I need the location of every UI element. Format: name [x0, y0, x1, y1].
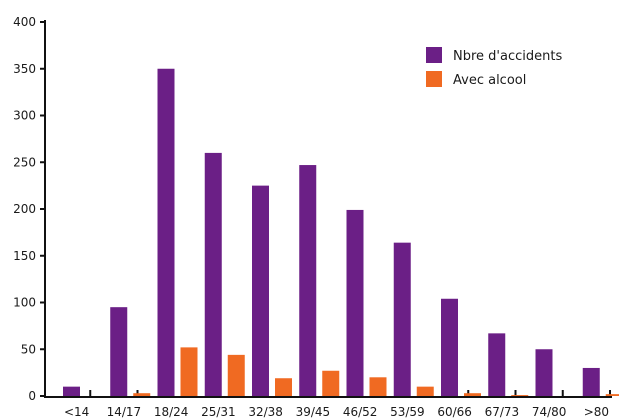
y-tick-label: 400 — [13, 15, 36, 29]
bar-alcool — [464, 393, 481, 396]
bar-alcool — [511, 395, 529, 396]
x-tick-label: 25/31 — [201, 405, 236, 419]
bar-accidents — [204, 152, 222, 396]
x-tick-label: <14 — [64, 405, 89, 419]
bar-alcool — [416, 386, 434, 396]
legend-label-0: Nbre d'accidents — [453, 49, 562, 64]
bar-accidents — [252, 185, 269, 396]
x-tick-label: 67/73 — [485, 405, 520, 419]
bar-accidents — [110, 307, 128, 396]
bar-accidents — [441, 298, 458, 396]
bar-alcool — [133, 393, 151, 396]
bars — [63, 68, 619, 396]
bar-accidents — [157, 68, 175, 396]
bar-alcool — [275, 378, 292, 396]
bar-alcool — [369, 377, 387, 396]
x-tick-label: 60/66 — [437, 405, 472, 419]
x-tick-label: 74/80 — [532, 405, 567, 419]
x-tick-label: 18/24 — [154, 405, 189, 419]
bar-alcool — [227, 354, 245, 396]
y-tick-label: 300 — [13, 109, 36, 123]
bar-alcool — [180, 347, 198, 396]
legend-label-1: Avec alcool — [453, 73, 526, 88]
bar-accidents — [63, 386, 80, 396]
legend-swatch-1 — [426, 71, 442, 87]
y-tick-label: 100 — [13, 296, 36, 310]
bar-accidents — [488, 333, 506, 396]
bar-alcool — [322, 370, 340, 396]
x-tick-label: 46/52 — [343, 405, 378, 419]
x-tick-label: 32/38 — [248, 405, 283, 419]
x-tick-label: 39/45 — [296, 405, 331, 419]
y-tick-label: 200 — [13, 202, 36, 216]
y-tick-label: 0 — [28, 389, 36, 403]
bar-accidents — [299, 165, 317, 396]
legend: Nbre d'accidents Avec alcool — [426, 47, 562, 88]
bar-accidents — [535, 349, 553, 396]
x-ticks: <14 14/17 18/24 25/31 32/38 39/45 46/52 53/59 60… — [64, 390, 611, 419]
x-tick-label: 14/17 — [107, 405, 142, 419]
y-ticks: 0 50 100 150 200 250 300 350 400 — [13, 15, 45, 403]
y-tick-label: 350 — [13, 62, 36, 76]
bar-accidents — [346, 209, 364, 396]
y-tick-label: 50 — [21, 342, 36, 356]
y-tick-label: 150 — [13, 249, 36, 263]
legend-swatch-0 — [426, 47, 442, 63]
x-tick-label: >80 — [584, 405, 609, 419]
x-tick-label: 53/59 — [390, 405, 425, 419]
bar-accidents — [393, 242, 411, 396]
bar-alcool — [605, 394, 619, 396]
bar-accidents — [582, 367, 600, 396]
y-tick-label: 250 — [13, 155, 36, 169]
